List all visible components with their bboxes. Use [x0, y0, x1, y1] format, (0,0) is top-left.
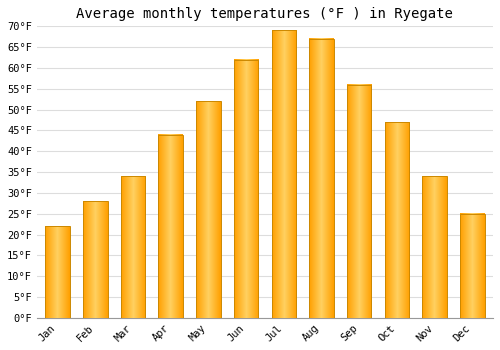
Bar [158, 135, 183, 318]
Title: Average monthly temperatures (°F ) in Ryegate: Average monthly temperatures (°F ) in Ry… [76, 7, 454, 21]
Bar [46, 226, 70, 318]
Bar [347, 85, 372, 318]
Bar [460, 214, 484, 318]
Bar [384, 122, 409, 318]
Bar [196, 101, 220, 318]
Bar [83, 201, 108, 318]
Bar [309, 39, 334, 318]
Bar [272, 30, 296, 318]
Bar [234, 60, 258, 318]
Bar [422, 176, 447, 318]
Bar [120, 176, 145, 318]
